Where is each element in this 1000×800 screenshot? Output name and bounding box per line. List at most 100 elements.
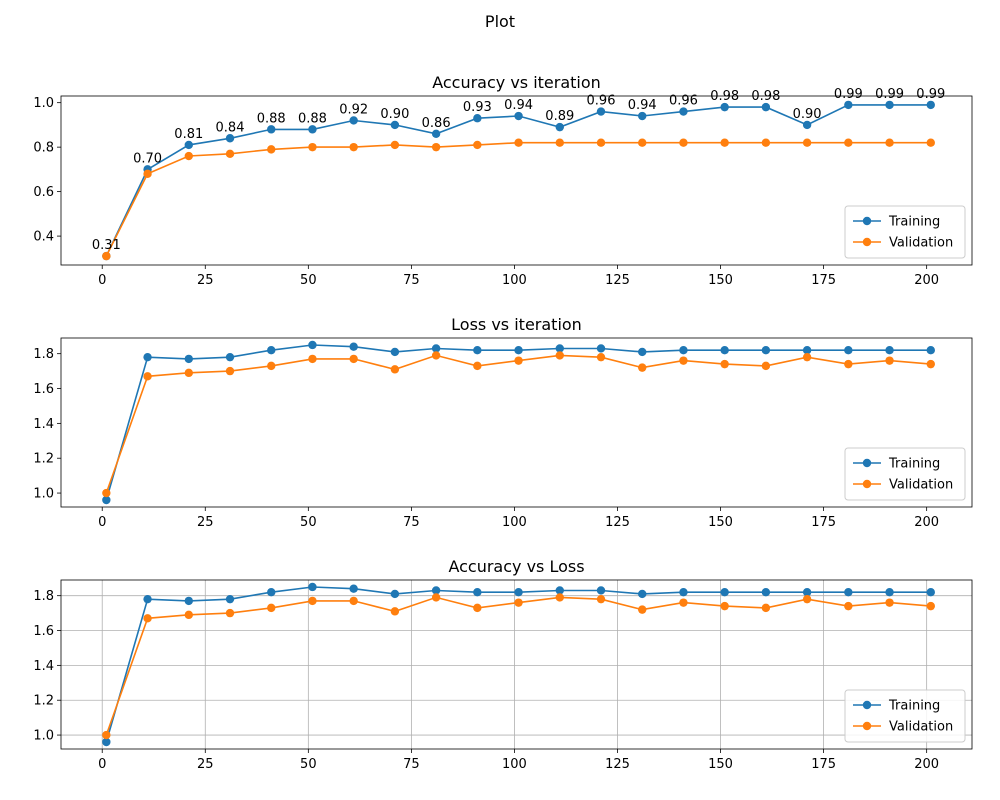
x-tick-label: 175 [811,515,836,530]
y-tick-label: 1.0 [33,729,54,744]
y-tick-label: 1.0 [33,487,54,502]
data-point-training [184,354,193,364]
data-label: 0.86 [422,116,451,131]
legend-box [844,205,966,259]
x-tick-label: 50 [300,273,317,288]
y-tick-label: 1.4 [33,659,54,674]
data-point-training [143,594,152,604]
data-point-training [885,345,894,355]
legend-box [844,689,966,743]
legend: Training Validation [844,447,966,501]
data-point-training [308,125,317,134]
data-point-validation [555,593,564,602]
data-point-training [390,589,400,599]
data-point-training [473,587,482,597]
x-tick-label: 100 [502,515,527,530]
data-point-validation [720,138,729,147]
legend-marker-training [862,458,872,468]
data-point-validation [390,140,400,150]
data-point-training [431,344,441,353]
series-line-validation [105,354,931,494]
y-tick-label: 0.8 [33,141,54,156]
series-line-validation [105,141,931,257]
data-point-validation [761,138,771,147]
chart-title: Loss vs iteration [451,315,582,334]
data-point-training [802,345,812,355]
data-point-validation [679,598,688,607]
data-point-validation [143,169,152,179]
data-point-validation [844,138,853,147]
x-tick-label: 175 [811,273,836,288]
data-label: 0.88 [298,111,327,126]
chart-1: Accuracy vs iteration 0 25 50 75 100 125 150 175… [33,73,973,288]
data-point-training [596,107,606,116]
data-point-training [720,345,729,355]
data-point-validation [225,149,235,159]
x-tick-label: 50 [300,757,317,772]
x-tick-label: 75 [403,273,420,288]
data-point-training [926,345,935,355]
data-label: 0.92 [339,102,368,117]
data-point-training [596,586,606,595]
data-point-validation [473,140,482,150]
data-label: 0.98 [751,89,780,104]
x-tick-label: 150 [708,273,733,288]
data-point-training [802,587,812,597]
y-tick-label: 1.4 [33,417,54,432]
legend-marker-validation [862,721,872,731]
y-tick-label: 1.0 [33,96,54,111]
data-point-validation [143,372,152,381]
data-label: 0.88 [257,111,286,126]
data-point-validation [638,138,647,147]
data-point-training [473,345,482,355]
data-point-validation [720,359,729,369]
data-point-training [390,120,400,130]
data-point-training [184,140,193,150]
data-point-validation [679,356,688,365]
axes-frame [60,579,973,750]
chart-2: Loss vs iteration 0 25 50 75 100 125 150 175 200 1… [33,315,973,530]
data-point-validation [308,354,317,364]
data-point-training [844,345,853,355]
data-point-training [761,587,771,597]
data-point-training [885,587,894,597]
data-point-validation [844,359,853,369]
data-label: 0.81 [174,127,203,142]
data-point-validation [720,601,729,611]
data-point-validation [926,601,935,611]
legend: Training Validation [844,205,966,259]
data-label: 0.70 [133,151,162,166]
x-tick-label: 150 [708,515,733,530]
data-point-training [102,495,111,505]
legend-label-validation: Validation [889,236,953,251]
x-tick-label: 25 [197,757,214,772]
data-point-training [308,340,317,350]
x-tick-label: 200 [914,515,939,530]
x-tick-label: 125 [605,515,630,530]
x-tick-label: 100 [502,273,527,288]
data-point-training [926,100,935,110]
data-point-validation [638,605,647,614]
legend-label-training: Training [888,457,940,472]
chart-3: Accuracy vs Loss 0 25 50 75 100 125 150 175 200 1.… [33,557,973,772]
data-label: 0.93 [463,100,492,115]
data-point-training [679,345,688,355]
data-point-validation [761,361,771,371]
data-point-training [844,100,853,110]
data-point-validation [802,138,812,147]
data-point-training [679,587,688,597]
data-point-training [555,586,564,595]
x-tick-label: 125 [605,273,630,288]
data-point-validation [926,359,935,369]
x-tick-label: 150 [708,757,733,772]
x-tick-label: 0 [98,757,106,772]
data-point-validation [555,138,564,147]
y-tick-label: 1.6 [33,382,54,397]
data-label: 0.94 [504,98,533,113]
data-point-validation [184,151,193,161]
x-tick-label: 75 [403,757,420,772]
data-point-validation [431,142,441,152]
data-label: 0.96 [669,94,698,109]
data-point-validation [143,614,152,623]
